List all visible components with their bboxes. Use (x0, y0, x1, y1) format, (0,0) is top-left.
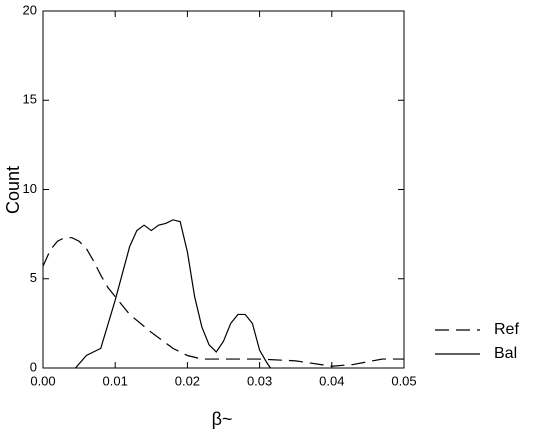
y-tick-label: 10 (23, 181, 37, 196)
y-tick-label: 20 (23, 2, 37, 17)
x-tick-label: 0.04 (319, 373, 344, 388)
y-tick-label: 5 (30, 270, 37, 285)
x-tick-label: 0.01 (103, 373, 128, 388)
legend-label: Bal (494, 345, 517, 362)
series-line (75, 219, 271, 369)
y-axis-title: Count (3, 166, 23, 214)
plot-frame (42, 10, 405, 369)
x-tick-label: 0.05 (391, 373, 416, 388)
legend-label: Ref (494, 321, 519, 338)
y-tick-label: 0 (30, 359, 37, 374)
x-tick-label: 0.03 (247, 373, 272, 388)
series-line (42, 237, 404, 367)
x-tick-label: 0.00 (30, 373, 55, 388)
y-tick-label: 15 (23, 92, 37, 107)
x-axis-title: β~ (212, 409, 233, 429)
x-tick-label: 0.02 (175, 373, 200, 388)
